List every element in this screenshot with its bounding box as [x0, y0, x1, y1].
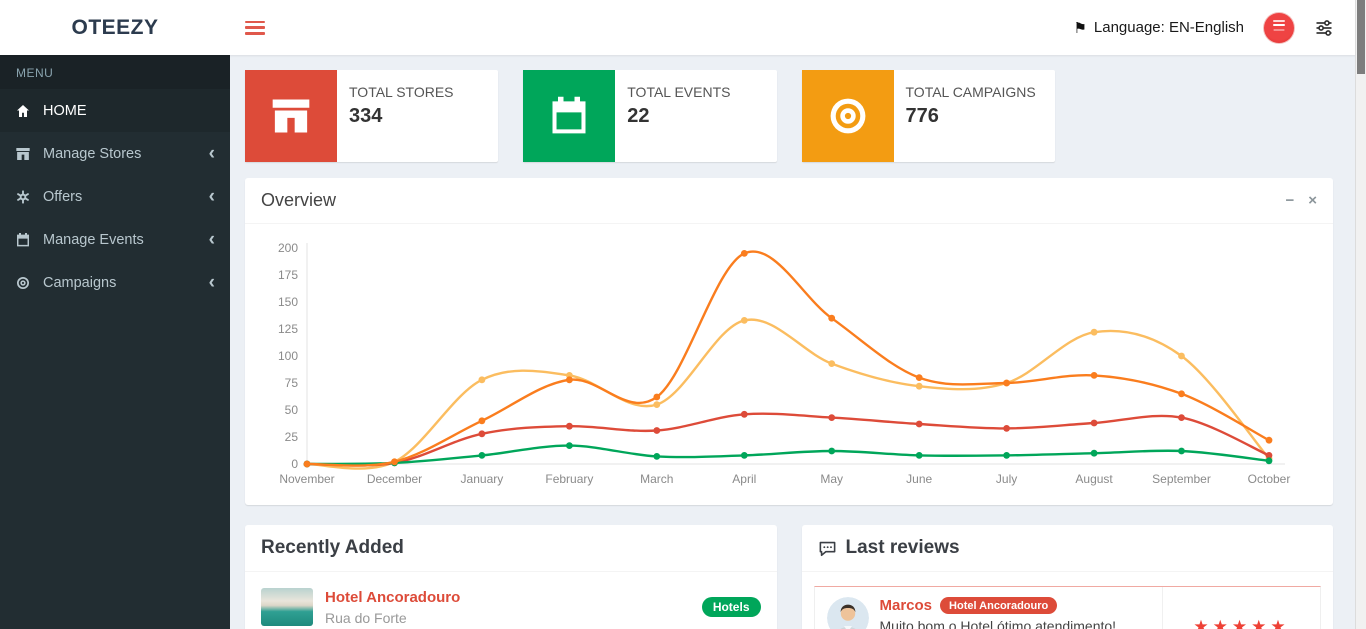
gear-icon — [15, 188, 32, 205]
language-label: Language: EN-English — [1093, 19, 1244, 36]
sidebar-item-label: Offers — [43, 188, 83, 205]
panel-title: Overview — [261, 190, 337, 210]
chevron-left-icon: ‹ — [208, 142, 215, 164]
store-icon — [15, 145, 32, 162]
svg-text:September: September — [1152, 472, 1211, 486]
sidebar-item-label: HOME — [43, 102, 87, 119]
hamburger-menu-icon[interactable] — [245, 20, 265, 35]
chevron-left-icon: ‹ — [208, 271, 215, 293]
sidebar-item-label: Manage Stores — [43, 145, 142, 162]
hotel-name-link[interactable]: Hotel Ancoradouro — [325, 588, 461, 606]
svg-text:December: December — [367, 472, 422, 486]
overview-chart: 0 25 50 75 100 125 150 175 200 November December Ja… — [278, 241, 1291, 486]
stats-row: TOTAL STORES 334 TOTAL EVENTS 22 TOTAL C… — [245, 70, 1333, 162]
bullseye-icon — [15, 274, 32, 291]
sidebar: MENU HOME Manage Stores ‹ Offers ‹ — [0, 55, 230, 629]
svg-text:January: January — [461, 472, 504, 486]
settings-sliders-icon[interactable] — [1314, 18, 1334, 38]
app-logo[interactable]: OTEEZY — [71, 15, 159, 39]
hotel-thumbnail[interactable] — [261, 588, 313, 626]
close-icon[interactable]: × — [1308, 192, 1317, 209]
calendar-icon — [15, 231, 32, 248]
sidebar-menu-header: MENU — [0, 55, 230, 89]
top-navbar: OTEEZY ⚑ Language: EN-English — [0, 0, 1366, 55]
stat-value: 776 — [905, 105, 939, 127]
overview-panel: Overview − × 0 25 50 75 100 125 150 175 200 Novem… — [245, 178, 1333, 505]
svg-text:50: 50 — [285, 403, 299, 417]
home-icon — [15, 102, 32, 119]
review-item: Marcos Hotel Ancoradouro Muito bom o Hot… — [813, 586, 1321, 629]
panel-title: Last reviews — [845, 537, 960, 558]
sidebar-item-manage-events[interactable]: Manage Events ‹ — [0, 218, 230, 261]
minimize-icon[interactable]: − — [1285, 192, 1295, 209]
svg-text:April: April — [732, 472, 756, 486]
sidebar-item-campaigns[interactable]: Campaigns ‹ — [0, 261, 230, 304]
svg-text:200: 200 — [278, 241, 298, 255]
star-rating: ★★★★★ — [1162, 587, 1320, 629]
svg-text:November: November — [279, 472, 334, 486]
stat-label: TOTAL EVENTS — [627, 84, 731, 100]
user-avatar[interactable] — [1264, 12, 1294, 43]
hotel-address: Rua do Forte — [325, 609, 407, 626]
svg-text:75: 75 — [285, 376, 299, 390]
svg-text:100: 100 — [278, 349, 298, 363]
stat-label: TOTAL STORES — [349, 84, 454, 100]
svg-text:February: February — [545, 472, 593, 486]
sidebar-item-manage-stores[interactable]: Manage Stores ‹ — [0, 132, 230, 175]
flag-icon: ⚑ — [1073, 19, 1087, 37]
stat-card-total-stores: TOTAL STORES 334 — [245, 70, 499, 162]
main-content: TOTAL STORES 334 TOTAL EVENTS 22 TOTAL C… — [230, 55, 1366, 629]
language-selector[interactable]: ⚑ Language: EN-English — [1073, 19, 1244, 37]
stat-card-total-campaigns: TOTAL CAMPAIGNS 776 — [801, 70, 1055, 162]
svg-text:175: 175 — [278, 268, 298, 282]
chevron-left-icon: ‹ — [208, 228, 215, 250]
svg-text:October: October — [1248, 472, 1291, 486]
svg-text:May: May — [820, 472, 843, 486]
last-reviews-panel: Last reviews Mar — [801, 525, 1333, 629]
review-hotel-badge: Hotel Ancoradouro — [940, 597, 1058, 614]
sidebar-item-label: Campaigns — [43, 274, 117, 291]
reviewer-avatar — [826, 597, 869, 629]
recently-added-panel: Recently Added Hotel Ancoradouro Rua do … — [245, 525, 777, 629]
comment-icon — [818, 539, 837, 558]
scrollbar[interactable] — [1355, 0, 1366, 629]
stat-card-total-events: TOTAL EVENTS 22 — [523, 70, 777, 162]
svg-text:June: June — [906, 472, 932, 486]
svg-text:0: 0 — [291, 457, 298, 471]
sidebar-item-home[interactable]: HOME — [0, 89, 230, 132]
category-badge: Hotels — [701, 597, 761, 617]
chevron-left-icon: ‹ — [208, 185, 215, 207]
svg-text:125: 125 — [278, 322, 298, 336]
svg-text:July: July — [996, 472, 1017, 486]
store-icon — [245, 70, 337, 162]
list-item: Hotel Ancoradouro Rua do Forte Hotels — [245, 572, 777, 629]
navbar-right: ⚑ Language: EN-English — [1073, 12, 1366, 43]
stat-value: 22 — [627, 105, 650, 127]
svg-text:March: March — [640, 472, 673, 486]
review-text-line1: Muito bom o Hotel ótimo atendimento! — [879, 618, 1117, 629]
panel-title: Recently Added — [261, 537, 404, 558]
sidebar-item-offers[interactable]: Offers ‹ — [0, 175, 230, 218]
svg-text:25: 25 — [285, 430, 299, 444]
stat-value: 334 — [349, 105, 383, 127]
bullseye-icon — [801, 70, 894, 162]
svg-text:150: 150 — [278, 295, 298, 309]
reviewer-name[interactable]: Marcos — [879, 597, 933, 614]
sidebar-item-label: Manage Events — [43, 231, 144, 248]
stat-label: TOTAL CAMPAIGNS — [905, 84, 1036, 100]
calendar-icon — [523, 70, 616, 162]
svg-text:August: August — [1075, 472, 1113, 486]
scrollbar-thumb[interactable] — [1357, 0, 1365, 74]
